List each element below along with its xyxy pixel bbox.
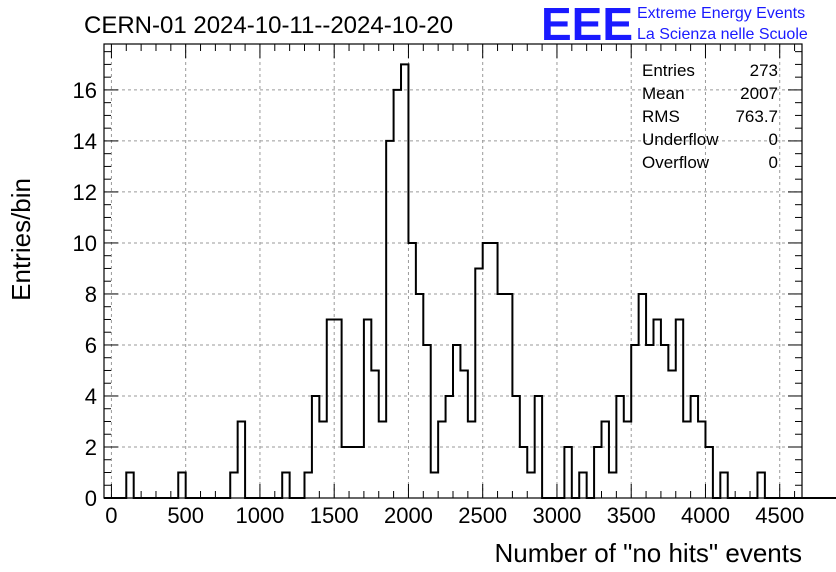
y-tick-label: 14 <box>73 129 97 154</box>
x-tick-label: 4000 <box>681 503 730 528</box>
x-tick-label: 1500 <box>310 503 359 528</box>
stat-value: 2007 <box>740 84 778 103</box>
y-tick-label: 2 <box>85 435 97 460</box>
stat-value: 0 <box>769 130 778 149</box>
x-tick-label: 500 <box>167 503 204 528</box>
eee-logo: EEE Extreme Energy Events La Scienza nel… <box>541 0 808 50</box>
axes <box>103 43 803 499</box>
stat-value: 763.7 <box>735 107 778 126</box>
stat-value: 273 <box>750 61 778 80</box>
y-tick-label: 4 <box>85 384 97 409</box>
x-tick-label: 1000 <box>235 503 284 528</box>
y-axis-title: Entries/bin <box>6 178 36 301</box>
stat-label: Entries <box>642 61 695 80</box>
stat-label: Overflow <box>642 153 710 172</box>
eee-logo-line2: La Scienza nelle Scuole <box>637 26 808 43</box>
x-tick-label: 4500 <box>755 503 804 528</box>
plot-frame <box>103 43 803 499</box>
y-tick-label: 16 <box>73 78 97 103</box>
x-tick-label: 0 <box>105 503 117 528</box>
x-axis-title: Number of "no hits" events <box>495 538 803 568</box>
stats-box: Entries 273 Mean 2007 RMS 763.7 Underflow 0 Over… <box>642 61 778 172</box>
y-tick-label: 6 <box>85 333 97 358</box>
eee-logo-mark: EEE <box>541 0 633 50</box>
x-tick-label: 3500 <box>607 503 656 528</box>
histogram-bars <box>104 63 836 499</box>
x-tick-label: 2500 <box>458 503 507 528</box>
x-axis-ticks: 0 500 1000 1500 2000 2500 3000 3500 4000 4500 <box>105 44 804 528</box>
histogram-outline <box>104 63 836 499</box>
stat-label: Underflow <box>642 130 719 149</box>
y-tick-label: 8 <box>85 282 97 307</box>
y-tick-label: 0 <box>85 486 97 511</box>
x-tick-label: 3000 <box>532 503 581 528</box>
stat-label: Mean <box>642 84 685 103</box>
chart-title: CERN-01 2024-10-11--2024-10-20 <box>84 12 453 39</box>
stat-label: RMS <box>642 107 680 126</box>
x-tick-label: 2000 <box>384 503 433 528</box>
y-tick-label: 12 <box>73 180 97 205</box>
y-tick-label: 10 <box>73 231 97 256</box>
grid <box>104 44 802 498</box>
eee-logo-line1: Extreme Energy Events <box>637 5 805 22</box>
stat-value: 0 <box>769 153 778 172</box>
y-axis-ticks: 0 2 4 6 8 10 12 14 16 <box>73 51 802 511</box>
